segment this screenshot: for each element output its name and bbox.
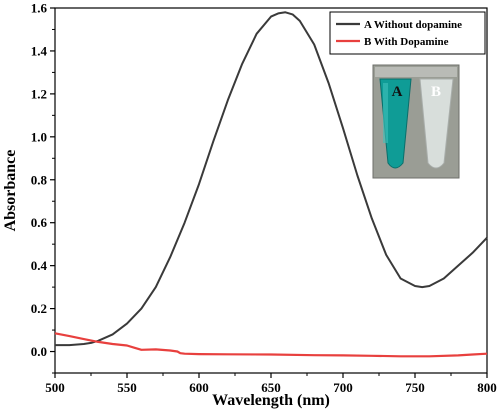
tube-a-highlight — [383, 83, 388, 143]
y-tick-label: 0.0 — [31, 344, 47, 359]
y-tick-label: 1.2 — [31, 86, 47, 101]
tube-a-label: A — [392, 84, 403, 100]
y-tick-label: 1.6 — [31, 1, 48, 16]
legend-label: B With Dopamine — [364, 36, 449, 48]
y-tick-label: 1.4 — [31, 43, 48, 58]
y-tick-label: 0.6 — [31, 215, 48, 230]
plot-area — [54, 7, 488, 374]
axes: 500 550 600 650 700 750 800 0.0 0.2 0.4 0.6 0.8 1.0 1… — [31, 1, 497, 396]
x-tick-label: 750 — [405, 380, 425, 395]
y-tick-label: 0.8 — [31, 172, 48, 187]
x-axis-title: Wavelength (nm) — [212, 392, 330, 409]
x-tick-label: 550 — [117, 380, 137, 395]
y-tick-label: 0.4 — [31, 258, 48, 273]
y-tick-label: 0.2 — [31, 301, 47, 316]
x-tick-label: 500 — [45, 380, 65, 395]
legend-label: A Without dopamine — [364, 19, 462, 31]
y-tick-label: 1.0 — [31, 129, 47, 144]
y-axis-title: Absorbance — [2, 150, 19, 232]
legend-box — [329, 11, 486, 55]
tube-b-label: B — [431, 84, 441, 100]
tube-b — [419, 78, 454, 169]
x-tick-label: 650 — [261, 380, 281, 395]
series-line-a — [55, 11, 488, 347]
x-tick-label: 700 — [333, 380, 353, 395]
series-line-b — [54, 332, 488, 358]
plot-frame — [54, 7, 488, 374]
x-tick-label: 800 — [477, 380, 497, 395]
series-layer — [54, 11, 488, 358]
legend: A Without dopamine B With Dopamine — [329, 11, 486, 55]
inset-top-strip — [375, 67, 457, 77]
x-tick-label: 600 — [189, 380, 209, 395]
